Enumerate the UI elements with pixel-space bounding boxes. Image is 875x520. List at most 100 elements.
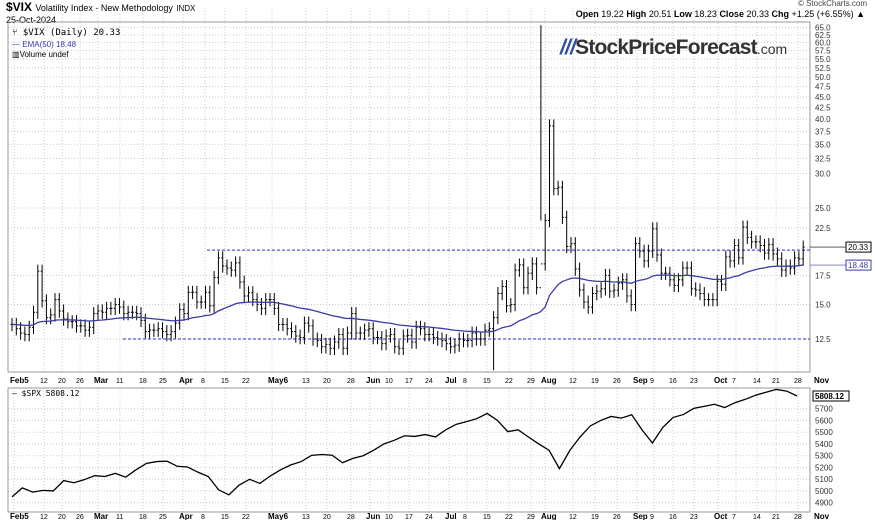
x-tick-label: 7 bbox=[732, 514, 736, 520]
symbol: $VIX bbox=[6, 0, 33, 14]
x-tick-label: 12 bbox=[40, 378, 48, 385]
x-tick-label: 13 bbox=[302, 378, 310, 385]
x-tick-label: Mar bbox=[94, 512, 108, 520]
y-tick-label: 17.5 bbox=[815, 271, 831, 280]
x-tick-label: 28 bbox=[347, 514, 355, 520]
last-value-label: 20.33 bbox=[848, 243, 869, 252]
x-tick-label: 17 bbox=[405, 514, 413, 520]
y-tick-label: 45.0 bbox=[815, 93, 831, 102]
x-tick-label: Apr bbox=[179, 512, 193, 520]
x-tick-label: 29 bbox=[527, 514, 535, 520]
x-tick-label: 22 bbox=[242, 514, 250, 520]
exchange: INDX bbox=[176, 4, 196, 13]
spx-panel-border bbox=[7, 387, 811, 513]
y-tick-label: 62.5 bbox=[815, 31, 831, 40]
x-tick-label: Mar bbox=[94, 376, 108, 385]
x-tick-label: 21 bbox=[772, 378, 780, 385]
y-tick-label: 37.5 bbox=[815, 127, 831, 136]
open-value: 19.22 bbox=[601, 9, 624, 19]
index-name: Volatility Index - New Methodology bbox=[35, 3, 173, 13]
x-tick-label: 8 bbox=[201, 378, 205, 385]
x-tick-label: 20 bbox=[58, 378, 66, 385]
x-tick-label: 28 bbox=[794, 514, 802, 520]
x-tick-label: 8 bbox=[201, 514, 205, 520]
x-tick-label: 21 bbox=[772, 514, 780, 520]
y-tick-label: 50.0 bbox=[815, 73, 831, 82]
x-tick-label: 26 bbox=[76, 514, 84, 520]
x-tick-label: 15 bbox=[483, 514, 491, 520]
last-value-label: 18.48 bbox=[848, 261, 869, 270]
x-tick-label: 12 bbox=[569, 514, 577, 520]
x-tick-label: 25 bbox=[159, 514, 167, 520]
chart-title: $VIX Volatility Index - New Methodology … bbox=[6, 0, 196, 14]
legend-spx: — $SPX 5808.12 bbox=[12, 389, 80, 398]
x-tick-label: 28 bbox=[794, 378, 802, 385]
x-tick-label: 20 bbox=[323, 514, 331, 520]
x-tick-label: 10 bbox=[385, 514, 393, 520]
y-tick-label: 5200 bbox=[815, 463, 833, 472]
y-tick-label: 47.5 bbox=[815, 83, 831, 92]
legend-ema-text: EMA(50) 18.48 bbox=[22, 40, 77, 49]
x-tick-label: Nov bbox=[814, 376, 830, 385]
x-tick-label: 16 bbox=[669, 514, 677, 520]
x-tick-label: Feb5 bbox=[10, 512, 29, 520]
y-tick-label: 5600 bbox=[815, 416, 833, 425]
x-tick-label: 14 bbox=[753, 378, 761, 385]
x-tick-label: 8 bbox=[463, 378, 467, 385]
y-tick-label: 52.5 bbox=[815, 64, 831, 73]
x-tick-label: 10 bbox=[385, 378, 393, 385]
x-tick-label: 17 bbox=[405, 378, 413, 385]
y-tick-label: 32.5 bbox=[815, 154, 831, 163]
x-tick-label: Oct bbox=[714, 512, 728, 520]
x-tick-label: Nov bbox=[814, 512, 830, 520]
x-tick-label: 24 bbox=[425, 378, 433, 385]
x-tick-label: 11 bbox=[116, 378, 123, 385]
x-tick-label: 20 bbox=[58, 514, 66, 520]
x-tick-label: 12 bbox=[40, 514, 48, 520]
x-tick-label: 29 bbox=[527, 378, 535, 385]
y-tick-label: 5700 bbox=[815, 405, 833, 414]
legend-main-text: $VIX (Daily) 20.33 bbox=[22, 28, 121, 38]
x-tick-label: 26 bbox=[613, 378, 621, 385]
x-tick-label: 20 bbox=[323, 378, 331, 385]
y-tick-label: 4900 bbox=[815, 499, 833, 508]
x-tick-label: Jun bbox=[366, 512, 380, 520]
chart-date: 25-Oct-2024 bbox=[6, 15, 57, 25]
x-tick-label: 28 bbox=[347, 378, 355, 385]
close-label: Close bbox=[719, 9, 744, 19]
y-tick-label: 5500 bbox=[815, 428, 833, 437]
y-tick-label: 57.5 bbox=[815, 47, 831, 56]
y-tick-label: 5300 bbox=[815, 452, 833, 461]
x-tick-label: 15 bbox=[221, 514, 229, 520]
x-tick-label: 22 bbox=[242, 378, 250, 385]
low-value: 18.23 bbox=[694, 9, 717, 19]
x-tick-label: 26 bbox=[613, 514, 621, 520]
y-tick-label: 5100 bbox=[815, 475, 833, 484]
ohlc-readout: Open 19.22 High 20.51 Low 18.23 Close 20… bbox=[575, 9, 865, 19]
logo-brand: StockPriceForecast bbox=[575, 36, 758, 59]
last-value-box bbox=[845, 259, 872, 271]
x-tick-label: Sep bbox=[633, 512, 648, 520]
x-tick-label: 15 bbox=[483, 378, 491, 385]
open-label: Open bbox=[575, 9, 599, 19]
legend-volume-text: Volume undef bbox=[19, 50, 69, 59]
watermark-logo: ///StockPriceForecast.com bbox=[560, 36, 787, 59]
high-value: 20.51 bbox=[648, 9, 672, 19]
y-tick-label: 35.0 bbox=[815, 140, 831, 149]
x-tick-label: 23 bbox=[690, 514, 698, 520]
x-tick-label: Oct bbox=[714, 376, 728, 385]
x-tick-label: 24 bbox=[425, 514, 433, 520]
y-tick-label: 30.0 bbox=[815, 170, 831, 179]
y-tick-label: 60.0 bbox=[815, 39, 831, 48]
y-tick-label: 22.5 bbox=[815, 224, 831, 233]
chg-value: +1.25 (+6.55%) bbox=[791, 9, 854, 19]
x-tick-label: Feb5 bbox=[10, 376, 29, 385]
spx-last-value-box bbox=[812, 390, 850, 402]
x-tick-label: Jul bbox=[445, 376, 457, 385]
y-tick-label: 55.0 bbox=[815, 55, 831, 64]
x-tick-label: 8 bbox=[463, 514, 467, 520]
x-tick-label: 22 bbox=[505, 378, 513, 385]
y-tick-label: 65.0 bbox=[815, 23, 831, 32]
